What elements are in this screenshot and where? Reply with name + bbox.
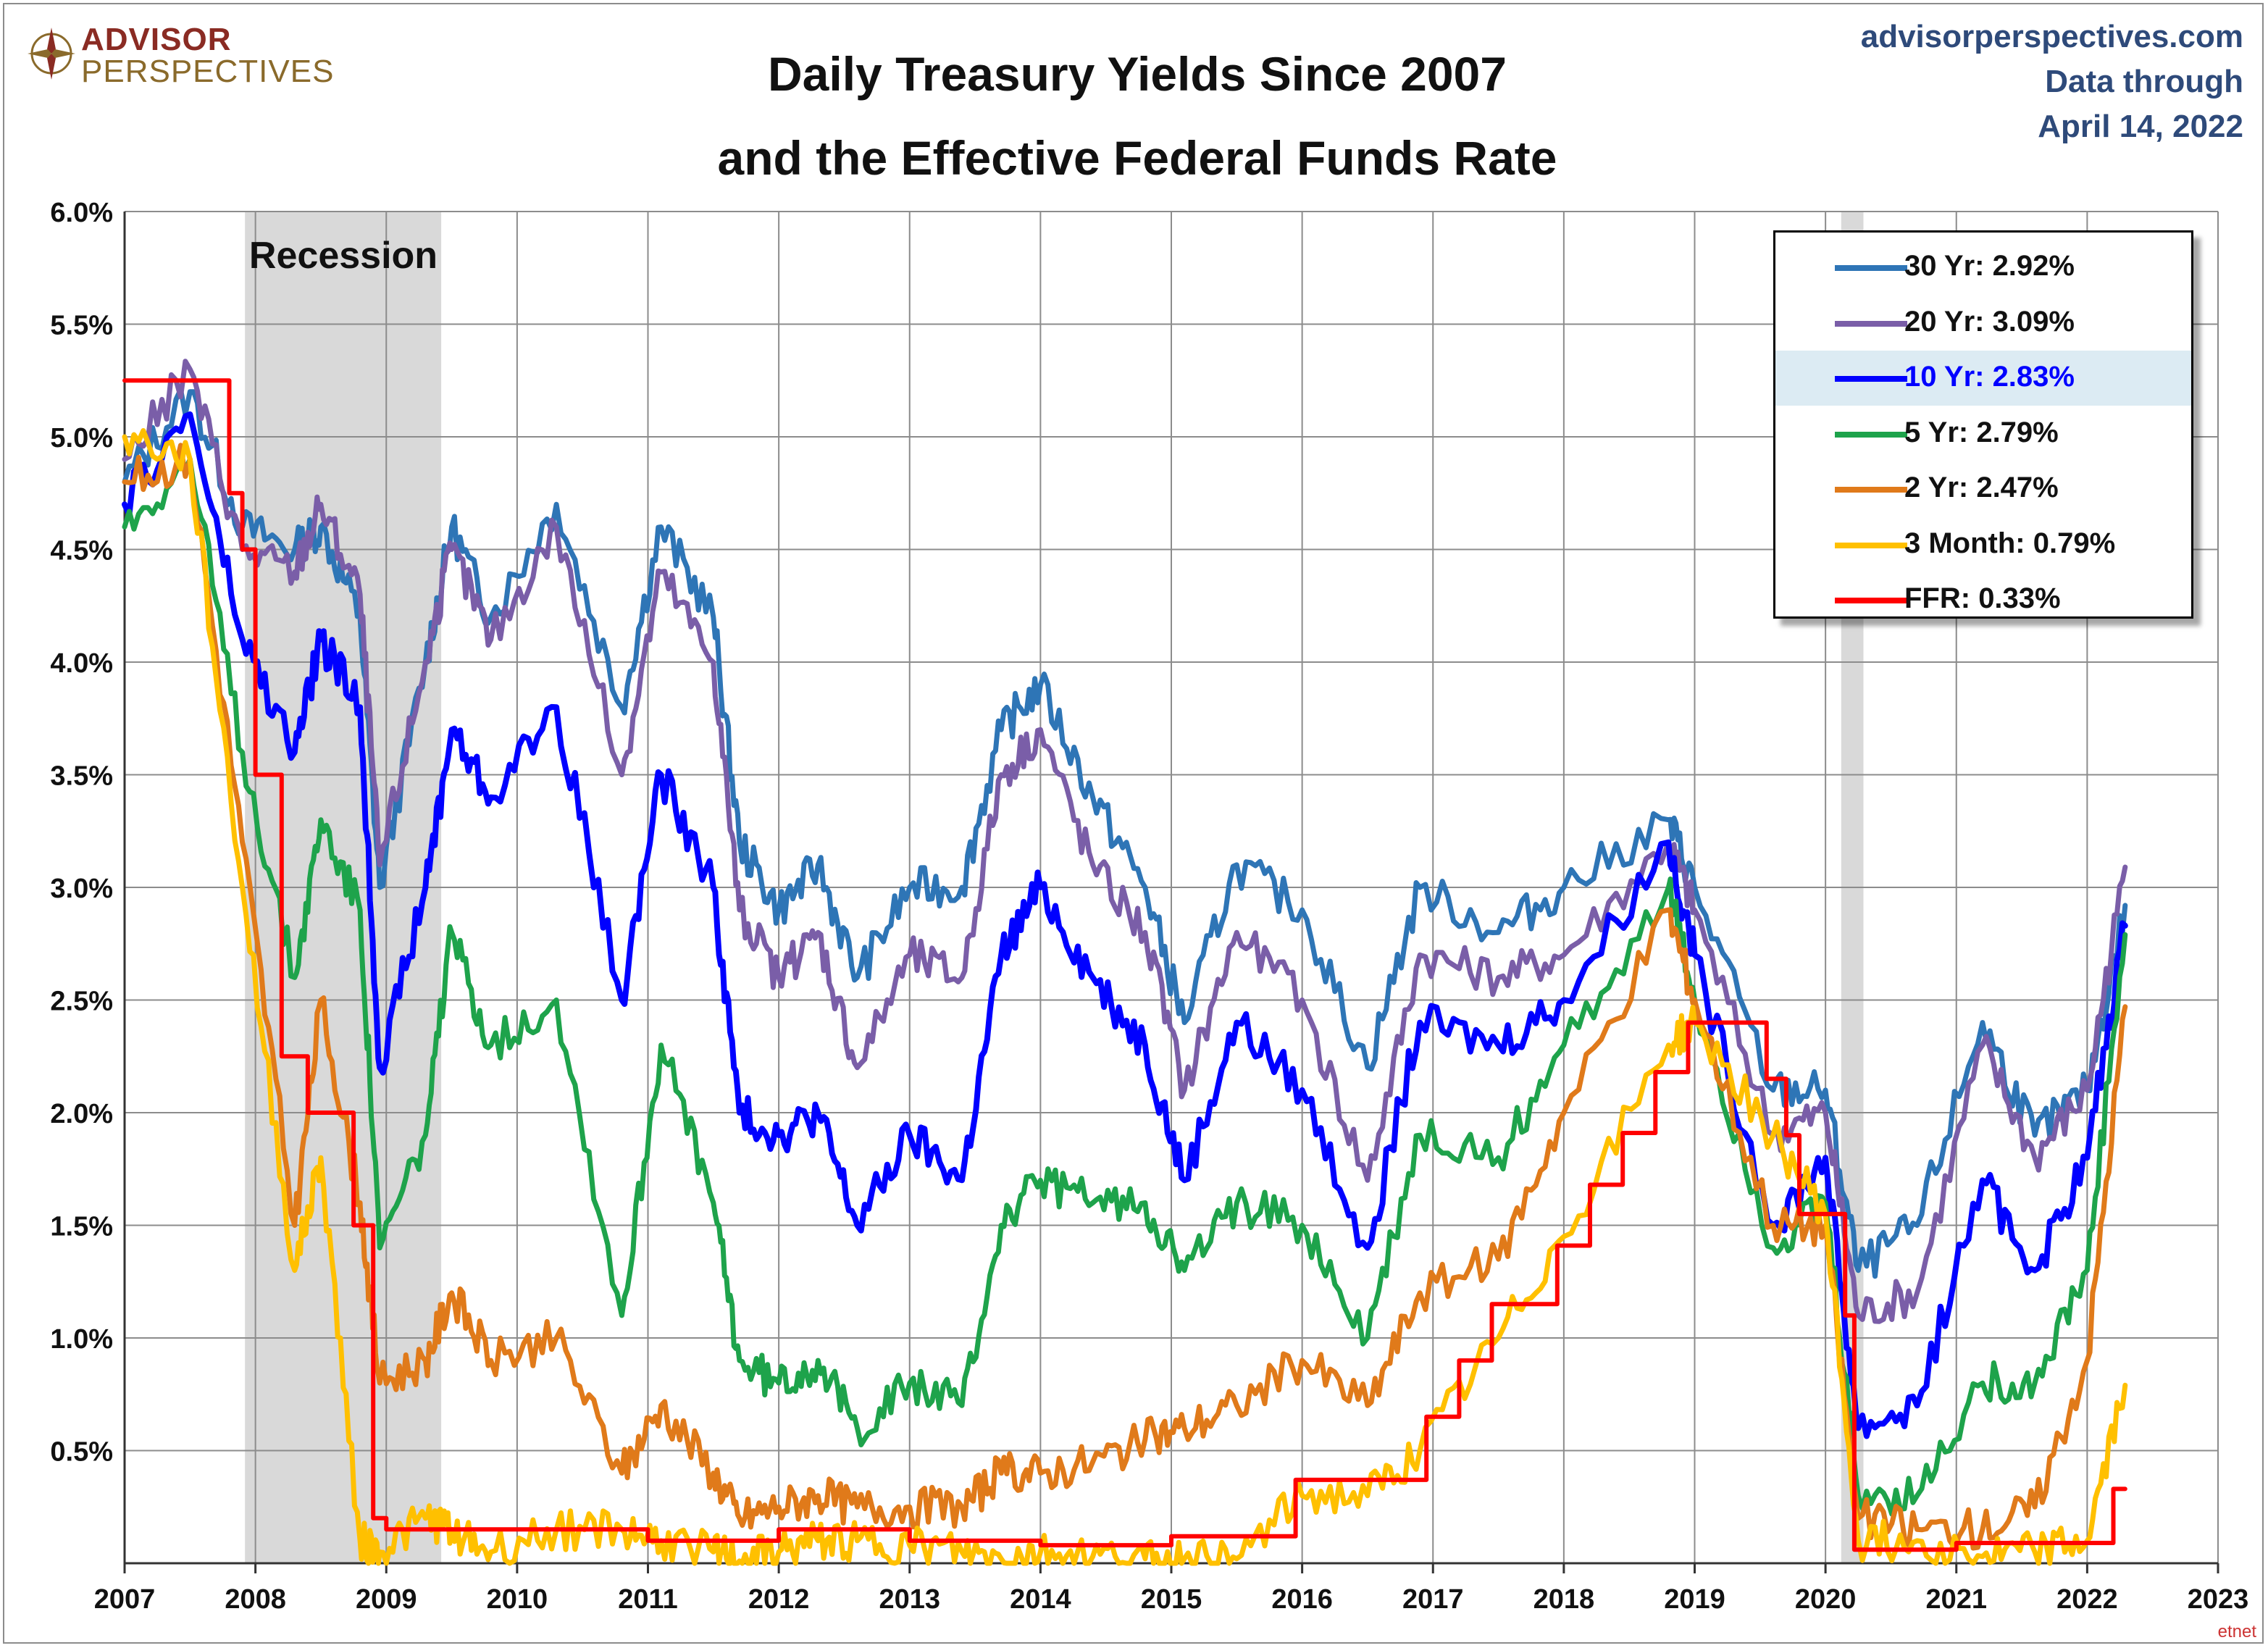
series-line-ffr xyxy=(122,378,2127,1552)
compass-star-icon xyxy=(28,28,75,80)
x-tick-label: 2011 xyxy=(618,1584,677,1615)
y-tick-label: 3.5% xyxy=(50,761,113,792)
recession-label: Recession xyxy=(249,235,438,277)
legend-swatch xyxy=(1835,376,1907,382)
y-tick-label: 5.0% xyxy=(50,423,113,453)
x-tick-label: 2015 xyxy=(1141,1584,1202,1615)
legend-swatch xyxy=(1835,265,1907,271)
series-line-2-yr xyxy=(122,443,2128,1551)
series-line-10-yr xyxy=(122,411,2128,1439)
y-tick-label: 1.0% xyxy=(50,1324,113,1355)
x-tick-label: 2021 xyxy=(1925,1584,1987,1615)
legend-label: 30 Yr: 2.92% xyxy=(1904,250,2075,282)
legend-item: 10 Yr: 2.83% xyxy=(1775,351,2191,406)
data-through-label: Data through xyxy=(2045,64,2243,99)
x-tick-label: 2007 xyxy=(94,1584,156,1615)
legend-item: 30 Yr: 2.92% xyxy=(1775,240,2191,295)
legend-label: 2 Yr: 2.47% xyxy=(1904,472,2059,503)
x-tick-label: 2013 xyxy=(879,1584,940,1615)
logo-text-perspectives: PERSPECTIVES xyxy=(81,54,335,89)
y-tick-label: 4.5% xyxy=(50,536,113,566)
source-site: advisorperspectives.com xyxy=(1860,19,2243,54)
legend-item: 3 Month: 0.79% xyxy=(1775,517,2191,572)
x-tick-label: 2018 xyxy=(1533,1584,1595,1615)
x-tick-label: 2022 xyxy=(2056,1584,2118,1615)
x-tick-label: 2014 xyxy=(1010,1584,1071,1615)
legend-swatch xyxy=(1835,320,1907,327)
y-tick-label: 3.0% xyxy=(50,874,113,904)
data-through-date: April 14, 2022 xyxy=(2038,109,2243,144)
legend-swatch xyxy=(1835,487,1907,493)
x-tick-label: 2023 xyxy=(2188,1584,2249,1615)
y-tick-label: 1.5% xyxy=(50,1212,113,1242)
series-lines xyxy=(122,359,2128,1566)
y-tick-label: 0.5% xyxy=(50,1437,113,1468)
x-tick-label: 2019 xyxy=(1664,1584,1725,1615)
chart-title-line2: and the Effective Federal Funds Rate xyxy=(717,131,1557,185)
advisor-perspectives-logo: ADVISOR PERSPECTIVES xyxy=(26,22,333,89)
x-tick-label: 2016 xyxy=(1271,1584,1333,1615)
x-tick-label: 2010 xyxy=(487,1584,548,1615)
chart-frame xyxy=(3,3,2264,1644)
legend-item: 2 Yr: 2.47% xyxy=(1775,461,2191,516)
series-line-20-yr xyxy=(122,359,2128,1324)
y-tick-label: 4.0% xyxy=(50,648,113,679)
legend-item: 20 Yr: 3.09% xyxy=(1775,296,2191,351)
x-tick-label: 2008 xyxy=(225,1584,286,1615)
legend-label: 5 Yr: 2.79% xyxy=(1904,416,2059,448)
series-line-3-month xyxy=(122,428,2128,1566)
legend-label: 20 Yr: 3.09% xyxy=(1904,305,2075,338)
logo-text-advisor: ADVISOR xyxy=(81,22,232,57)
legend-item: 5 Yr: 2.79% xyxy=(1775,406,2191,461)
x-tick-label: 2017 xyxy=(1402,1584,1464,1615)
chart-title: Daily Treasury Yields Since 2007 and the… xyxy=(594,32,1681,200)
x-tick-label: 2012 xyxy=(748,1584,810,1615)
y-tick-label: 2.0% xyxy=(50,1099,113,1129)
chart-legend: 30 Yr: 2.92% 20 Yr: 3.09% 10 Yr: 2.83% 5 Yr… xyxy=(1773,230,2193,619)
watermark: etnet xyxy=(2217,1622,2256,1641)
x-tick-label: 2020 xyxy=(1795,1584,1857,1615)
y-tick-label: 2.5% xyxy=(50,987,113,1017)
y-tick-label: 6.0% xyxy=(50,198,113,228)
tick-labels: 0.5% 1.0% 1.5% 2.0% 2.5% 3.0% 3.5% 4.0% 4.5% 5.0%… xyxy=(50,198,2248,1615)
legend-label: 10 Yr: 2.83% xyxy=(1904,361,2075,393)
legend-swatch xyxy=(1835,598,1907,603)
series-line-5-yr xyxy=(122,456,2128,1517)
x-tick-label: 2009 xyxy=(356,1584,417,1615)
source-info: advisorperspectives.com Data through Apr… xyxy=(1861,14,2243,149)
chart-title-line1: Daily Treasury Yields Since 2007 xyxy=(768,47,1507,101)
legend-label: FFR: 0.33% xyxy=(1904,582,2061,614)
legend-label: 3 Month: 0.79% xyxy=(1904,527,2116,559)
legend-item: FFR: 0.33% xyxy=(1775,572,2191,627)
legend-swatch xyxy=(1835,431,1907,438)
legend-swatch xyxy=(1835,542,1907,548)
y-tick-label: 5.5% xyxy=(50,311,113,341)
